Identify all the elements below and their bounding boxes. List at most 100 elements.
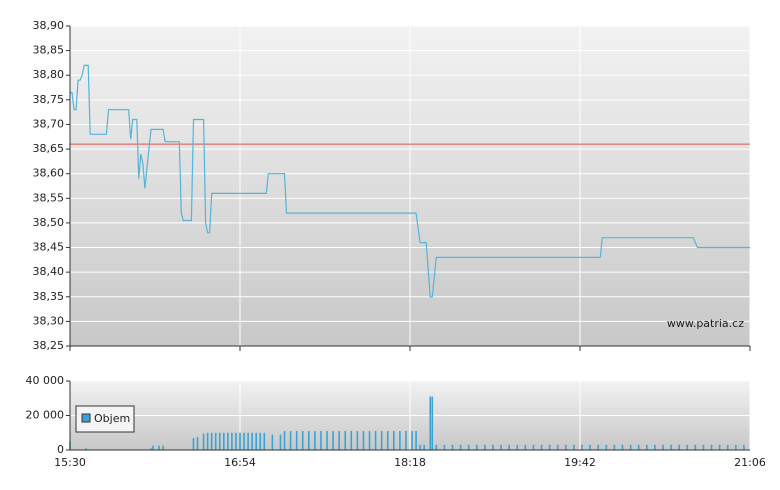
volume-bar — [431, 396, 434, 450]
x-tick-label: 16:54 — [224, 456, 256, 469]
volume-bar — [283, 431, 286, 450]
volume-bar — [235, 432, 237, 450]
volume-bar — [214, 432, 217, 450]
volume-bar — [295, 431, 298, 450]
legend-swatch — [81, 413, 91, 423]
y-tick-label: 38,25 — [33, 339, 65, 352]
y-tick-label: 38,70 — [33, 117, 65, 130]
volume-bar — [581, 444, 583, 450]
y-tick-label: 38,80 — [33, 68, 65, 81]
volume-bar — [443, 444, 446, 450]
volume-bar — [350, 431, 353, 450]
volume-bar — [718, 444, 721, 450]
watermark: www.patria.cz — [667, 317, 744, 330]
volume-bar — [475, 444, 478, 450]
volume-bar — [259, 432, 262, 450]
volume-bar — [459, 444, 462, 450]
y-tick-label: 38,85 — [33, 44, 65, 57]
volume-bar — [573, 444, 575, 450]
volume-bar — [380, 431, 383, 450]
volume-bar — [393, 431, 395, 450]
volume-bar — [743, 444, 745, 450]
volume-bar — [251, 432, 253, 450]
volume-bar — [227, 432, 229, 450]
volume-bar — [556, 444, 559, 450]
volume-bar — [162, 445, 164, 450]
volume-bar — [192, 437, 195, 450]
volume-bar — [85, 448, 87, 450]
volume-bar — [637, 444, 640, 450]
volume-bar — [301, 431, 304, 450]
volume-bar — [565, 444, 567, 450]
x-tick-label: 19:42 — [564, 456, 596, 469]
volume-bar — [289, 431, 292, 450]
volume-bar — [429, 396, 432, 450]
volume-bar — [645, 444, 648, 450]
volume-bar — [621, 444, 624, 450]
volume-bar — [735, 444, 737, 450]
volume-bar — [694, 444, 697, 450]
volume-bar — [589, 444, 591, 450]
volume-bar — [210, 432, 213, 450]
volume-bar — [218, 432, 221, 450]
y-tick-label: 38,50 — [33, 216, 65, 229]
volume-bar — [374, 431, 377, 450]
y-tick-label: 0 — [57, 443, 64, 456]
volume-bar — [710, 444, 713, 450]
volume-bar — [247, 432, 249, 450]
volume-bar — [239, 432, 241, 450]
y-tick-label: 38,60 — [33, 167, 65, 180]
y-tick-label: 38,65 — [33, 142, 65, 155]
volume-bar — [702, 444, 705, 450]
volume-bar — [484, 444, 486, 450]
volume-bar — [231, 432, 233, 450]
y-tick-label: 40 000 — [26, 374, 65, 387]
volume-bar — [435, 444, 438, 450]
volume-bar — [344, 431, 347, 450]
volume-bar — [320, 431, 322, 450]
volume-bar — [415, 431, 417, 450]
volume-bar — [629, 444, 632, 450]
y-tick-label: 38,90 — [33, 19, 65, 32]
volume-bar — [532, 444, 535, 450]
volume-bar — [500, 444, 502, 450]
volume-bar — [451, 444, 454, 450]
volume-bar — [662, 444, 664, 450]
volume-bar — [423, 444, 425, 450]
volume-bar — [597, 444, 600, 450]
volume-bar — [263, 432, 266, 450]
volume-bar — [152, 445, 154, 450]
volume-bar — [524, 444, 527, 450]
volume-bar — [548, 444, 551, 450]
volume-bar — [150, 448, 152, 450]
volume-bar — [279, 434, 282, 450]
legend-label: Objem — [94, 412, 130, 425]
volume-bar — [411, 431, 413, 450]
volume-bar — [255, 432, 257, 450]
y-tick-label: 38,45 — [33, 241, 65, 254]
volume-bar — [206, 432, 209, 450]
volume-bar — [338, 431, 340, 450]
x-tick-label: 21:06 — [734, 456, 766, 469]
volume-bar — [726, 444, 729, 450]
y-tick-label: 20 000 — [26, 409, 65, 422]
volume-bar — [368, 431, 371, 450]
volume-bar — [516, 444, 519, 450]
volume-bar — [613, 444, 616, 450]
volume-bar — [605, 444, 608, 450]
volume-bar — [405, 431, 407, 450]
volume-bar — [314, 431, 316, 450]
volume-bar — [686, 444, 689, 450]
y-tick-label: 38,35 — [33, 290, 65, 303]
volume-bar — [243, 432, 245, 450]
volume-bar — [223, 432, 225, 450]
y-tick-label: 38,30 — [33, 314, 65, 327]
volume-bar — [492, 444, 494, 450]
volume-bar — [271, 434, 274, 450]
volume-bar — [308, 431, 310, 450]
x-tick-label: 18:18 — [394, 456, 426, 469]
volume-bar — [678, 444, 680, 450]
volume-bar — [356, 431, 359, 450]
volume-bar — [399, 431, 401, 450]
volume-bar — [332, 431, 334, 450]
